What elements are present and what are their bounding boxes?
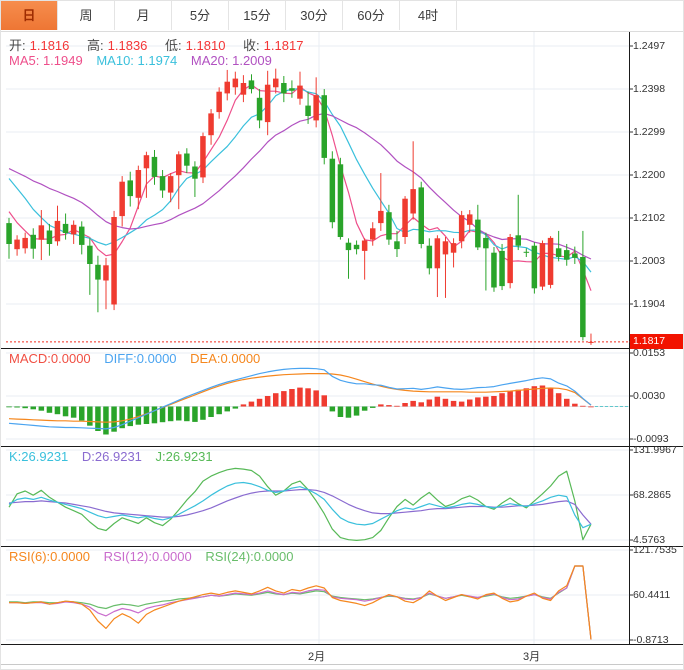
high-value: 1.1836 <box>107 38 148 53</box>
kdj-axis-label: 131.9967 <box>633 444 677 456</box>
tab-60min[interactable]: 60分 <box>343 1 400 30</box>
main-axis-label: 1.2497 <box>633 40 666 52</box>
d-value: D:26.9231 <box>81 449 142 464</box>
rsi24-value: RSI(24):0.0000 <box>205 549 294 564</box>
tab-5min-label: 5分 <box>189 8 211 23</box>
open-value: 1.1816 <box>29 38 70 53</box>
tab-60min-label: 60分 <box>357 8 385 23</box>
main-axis-label: 1.2398 <box>633 83 666 95</box>
tab-4hour-label: 4时 <box>417 8 439 23</box>
tab-30min-label: 30分 <box>300 8 328 23</box>
k-value: K:26.9231 <box>9 449 69 464</box>
main-axis-label: 1.2102 <box>633 212 666 224</box>
timeframe-tabbar: 日 周 月 5分 15分 30分 60分 4时 <box>1 1 683 32</box>
tab-5min[interactable]: 5分 <box>172 1 229 30</box>
ma10-value: MA10: 1.1974 <box>96 53 178 68</box>
ma-legend: MA5: 1.1949 MA10: 1.1974 MA20: 1.2009 <box>9 53 282 68</box>
ma20-value: MA20: 1.2009 <box>190 53 272 68</box>
tab-15min[interactable]: 15分 <box>229 1 286 30</box>
main-axis-label: 1.2200 <box>633 169 666 181</box>
rsi-axis-label: 60.4411 <box>633 589 671 601</box>
tab-month[interactable]: 月 <box>115 1 172 30</box>
dea-value: DEA:0.0000 <box>190 351 261 366</box>
open-label: 开: <box>9 38 26 53</box>
macd-legend: MACD:0.0000 DIFF:0.0000 DEA:0.0000 <box>9 351 270 366</box>
tab-day-label: 日 <box>22 8 36 23</box>
tab-week[interactable]: 周 <box>58 1 115 30</box>
high-label: 高: <box>87 38 104 53</box>
current-price-badge: 1.1817 <box>630 334 683 349</box>
low-value: 1.1810 <box>185 38 226 53</box>
j-value: J:26.9231 <box>155 449 213 464</box>
diff-value: DIFF:0.0000 <box>104 351 177 366</box>
low-label: 低: <box>165 38 182 53</box>
macd-axis-label: -0.0093 <box>633 433 669 445</box>
rsi-legend: RSI(6):0.0000 RSI(12):0.0000 RSI(24):0.0… <box>9 549 304 564</box>
x-axis-month-label: 3月 <box>523 651 541 663</box>
close-value: 1.1817 <box>263 38 304 53</box>
rsi6-value: RSI(6):0.0000 <box>9 549 90 564</box>
tab-4hour[interactable]: 4时 <box>400 1 457 30</box>
main-axis-label: 1.1904 <box>633 298 666 310</box>
macd-axis-label: 0.0030 <box>633 390 666 402</box>
rsi12-value: RSI(12):0.0000 <box>103 549 192 564</box>
rsi-axis-label: 121.7535 <box>633 544 677 556</box>
ma5-value: MA5: 1.1949 <box>9 53 83 68</box>
main-axis-label: 1.2299 <box>633 126 666 138</box>
macd-value: MACD:0.0000 <box>9 351 91 366</box>
rsi-axis-label: -0.8713 <box>633 634 669 646</box>
tab-week-label: 周 <box>79 8 93 23</box>
main-axis-label: 1.2003 <box>633 255 666 267</box>
tab-day[interactable]: 日 <box>1 1 58 30</box>
kdj-axis-label: 4.5763 <box>633 534 666 546</box>
tabbar-spacer <box>457 1 683 31</box>
tab-30min[interactable]: 30分 <box>286 1 343 30</box>
tab-15min-label: 15分 <box>243 8 271 23</box>
x-axis-month-label: 2月 <box>308 651 326 663</box>
close-label: 收: <box>243 38 260 53</box>
macd-axis-label: 0.0153 <box>633 347 666 359</box>
tab-month-label: 月 <box>136 8 150 23</box>
ohlc-legend: 开: 1.1816 高: 1.1836 低: 1.1810 收: 1.1817 <box>9 35 317 54</box>
kdj-legend: K:26.9231 D:26.9231 J:26.9231 <box>9 449 223 464</box>
kdj-axis-label: 68.2865 <box>633 489 671 501</box>
